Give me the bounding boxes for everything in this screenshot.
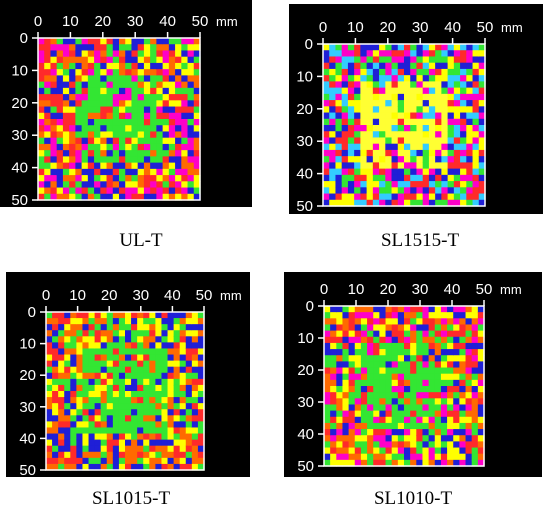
y-tick-label: 40 xyxy=(11,160,28,177)
x-tick-label: 40 xyxy=(444,281,461,298)
grain-map xyxy=(324,306,485,467)
x-tick-label: 50 xyxy=(192,13,209,30)
x-tick-label: 50 xyxy=(476,281,493,298)
caption-sl1010-t: SL1010-T xyxy=(373,488,453,509)
y-tick-label: 0 xyxy=(28,304,36,321)
y-tick-label: 50 xyxy=(297,458,314,475)
x-tick-label: 10 xyxy=(62,13,79,30)
orientation-map-sl1015-t: 0 10 20 30 40 50 0 10 20 30 40 50 mm xyxy=(19,287,242,477)
y-tick-label: 30 xyxy=(297,394,314,411)
map-frame xyxy=(323,305,485,467)
x-tick-label: 30 xyxy=(412,19,429,36)
y-tick-label: 10 xyxy=(19,336,36,353)
unit-label: mm xyxy=(220,288,242,303)
unit-label: mm xyxy=(500,282,522,297)
y-tick-label: 40 xyxy=(296,166,313,183)
x-tick-label: 20 xyxy=(379,19,396,36)
y-tick-label: 20 xyxy=(11,95,28,112)
caption-sl1515-t: SL1515-T xyxy=(380,230,460,251)
x-tick-label: 10 xyxy=(347,19,364,36)
orientation-map-panel-sl1015-t: 0 10 20 30 40 50 0 10 20 30 40 50 mm xyxy=(6,272,250,477)
y-tick-label: 40 xyxy=(297,426,314,443)
x-tick-label: 40 xyxy=(444,19,461,36)
x-tick-label: 10 xyxy=(69,287,86,304)
y-tick-label: 50 xyxy=(11,192,28,207)
y-tick-label: 20 xyxy=(19,367,36,384)
y-tick-label: 0 xyxy=(306,298,314,315)
y-tick-label: 30 xyxy=(11,127,28,144)
y-tick-label: 50 xyxy=(19,462,36,477)
x-tick-label: 0 xyxy=(42,287,50,304)
caption-sl1015-t: SL1015-T xyxy=(91,488,171,509)
x-tick-label: 40 xyxy=(159,13,176,30)
map-frame xyxy=(37,37,201,201)
y-tick-label: 40 xyxy=(19,430,36,447)
y-tick-label: 10 xyxy=(296,68,313,85)
y-tick-label: 0 xyxy=(20,30,28,47)
unit-label: mm xyxy=(216,14,238,29)
x-tick-label: 0 xyxy=(34,13,42,30)
grain-map xyxy=(323,44,486,207)
x-tick-label: 50 xyxy=(477,19,494,36)
y-tick-label: 30 xyxy=(19,399,36,416)
x-tick-label: 50 xyxy=(196,287,213,304)
x-tick-label: 20 xyxy=(94,13,111,30)
y-tick-label: 0 xyxy=(305,36,313,53)
grain-map xyxy=(38,38,201,201)
orientation-map-panel-sl1515-t: 0 10 20 30 40 50 0 10 20 30 40 50 mm xyxy=(289,4,543,214)
grain-map xyxy=(46,312,205,471)
x-tick-label: 0 xyxy=(319,19,327,36)
y-tick-label: 30 xyxy=(296,133,313,150)
map-frame xyxy=(45,311,205,471)
x-tick-label: 40 xyxy=(164,287,181,304)
y-tick-label: 10 xyxy=(11,62,28,79)
y-tick-label: 10 xyxy=(297,330,314,347)
x-tick-label: 20 xyxy=(380,281,397,298)
caption-ul-t: UL-T xyxy=(119,230,163,251)
map-frame xyxy=(322,43,486,207)
orientation-map-panel-ul-t: 0 10 20 30 40 50 0 10 20 30 40 50 mm xyxy=(0,0,252,207)
y-tick-label: 20 xyxy=(297,362,314,379)
orientation-map-sl1010-t: 0 10 20 30 40 50 0 10 20 30 40 50 mm xyxy=(297,281,522,475)
x-tick-label: 30 xyxy=(132,287,149,304)
x-tick-label: 10 xyxy=(348,281,365,298)
orientation-map-sl1515-t: 0 10 20 30 40 50 0 10 20 30 40 50 mm xyxy=(296,19,523,214)
x-tick-label: 20 xyxy=(101,287,118,304)
x-tick-label: 0 xyxy=(320,281,328,298)
y-tick-label: 20 xyxy=(296,101,313,118)
x-tick-label: 30 xyxy=(127,13,144,30)
unit-label: mm xyxy=(501,20,523,35)
x-tick-label: 30 xyxy=(412,281,429,298)
orientation-map-panel-sl1010-t: 0 10 20 30 40 50 0 10 20 30 40 50 mm xyxy=(284,272,542,477)
orientation-map-ul-t: 0 10 20 30 40 50 0 10 20 30 40 50 mm xyxy=(11,13,238,207)
y-tick-label: 50 xyxy=(296,198,313,214)
